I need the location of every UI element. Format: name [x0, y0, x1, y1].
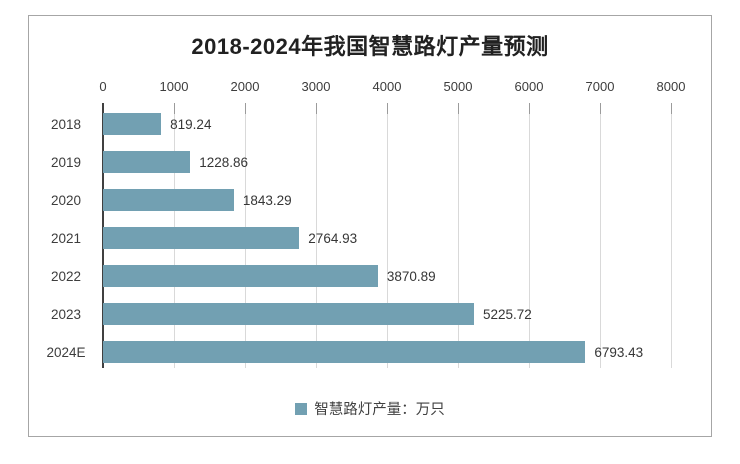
chart-title: 2018-2024年我国智慧路灯产量预测 — [191, 34, 549, 59]
x-tick-label: 2000 — [230, 79, 260, 94]
x-tick-label: 0 — [99, 79, 107, 94]
x-tick-mark — [245, 103, 246, 114]
x-tick-label: 5000 — [443, 79, 473, 94]
x-tick-mark — [529, 103, 530, 114]
x-tick-label: 8000 — [656, 79, 686, 94]
bar — [103, 341, 586, 363]
legend-label: 智慧路灯产量：万只 — [314, 402, 445, 418]
value-label: 6793.43 — [594, 345, 644, 360]
category-label: 2018 — [50, 117, 82, 132]
gridline — [600, 107, 601, 368]
gridline — [529, 107, 530, 368]
value-label: 2764.93 — [308, 231, 358, 246]
value-label: 1843.29 — [242, 193, 292, 208]
category-label: 2024E — [46, 345, 86, 360]
value-label: 5225.72 — [483, 307, 532, 322]
bar — [103, 303, 475, 325]
x-tick-mark — [600, 103, 601, 114]
x-tick-mark — [174, 103, 175, 114]
legend: 智慧路灯产量：万只 — [28, 398, 712, 419]
x-tick-mark — [387, 103, 388, 114]
x-tick-label: 1000 — [159, 79, 189, 94]
legend-marker-icon — [295, 402, 308, 415]
x-tick-label: 6000 — [514, 79, 544, 94]
bar — [103, 265, 378, 287]
value-label: 1228.86 — [199, 155, 249, 170]
bar — [103, 151, 191, 173]
category-label: 2022 — [50, 269, 82, 284]
bar — [103, 113, 162, 135]
value-label: 819.24 — [170, 117, 212, 132]
value-label: 3870.89 — [386, 269, 436, 284]
x-tick-mark — [671, 103, 672, 114]
x-tick-label: 3000 — [301, 79, 331, 94]
category-label: 2019 — [50, 155, 82, 170]
bar — [103, 189, 234, 211]
x-tick-mark — [458, 103, 459, 114]
category-label: 2023 — [50, 307, 82, 322]
gridline — [671, 107, 672, 368]
bar — [103, 227, 300, 249]
chart-frame — [28, 15, 712, 437]
gridline — [387, 107, 388, 368]
x-tick-label: 7000 — [585, 79, 615, 94]
x-tick-mark — [316, 103, 317, 114]
category-label: 2020 — [50, 193, 82, 208]
gridline — [316, 107, 317, 368]
gridline — [458, 107, 459, 368]
x-tick-label: 4000 — [372, 79, 402, 94]
category-label: 2021 — [50, 231, 82, 246]
